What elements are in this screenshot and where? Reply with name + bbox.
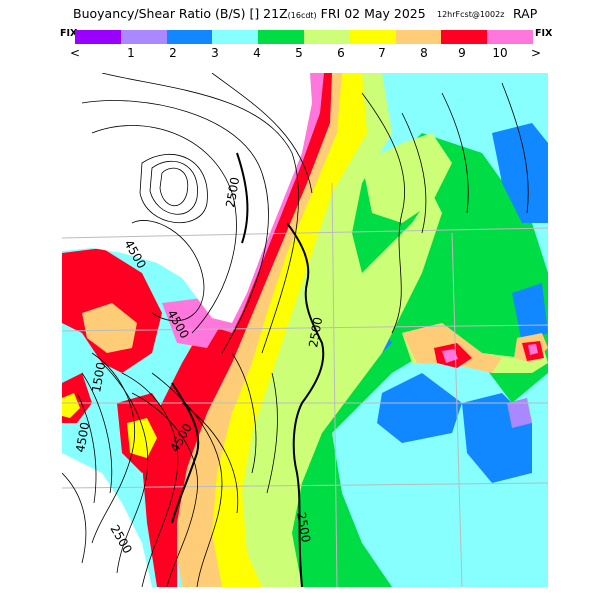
tick-label: 2 [169,46,177,60]
fill-orange [82,303,137,353]
contour-2500 [171,152,325,587]
color-swatch-1 [75,30,121,44]
color-scale-bar [75,30,533,44]
color-swatch-9 [441,30,488,44]
contour-label: 2500 [223,176,242,209]
fill-purple [507,398,532,428]
tick-label: 1 [127,46,135,60]
fill-pink [528,344,538,355]
tick-label: 5 [295,46,303,60]
state-borders [62,182,548,587]
fix-right-label: FIX [535,28,553,39]
color-swatch-6 [303,30,350,44]
ratio-map: 2500 4500 2500 4500 2500 4500 1500 4500 … [62,73,548,587]
tick-label: 8 [420,46,428,60]
contour-label: 4500 [73,421,92,454]
chart-title: Buoyancy/Shear Ratio (B/S) [] 21Z(16cdt)… [0,6,611,24]
model-name: RAP [513,6,538,21]
title-main: Buoyancy/Shear Ratio (B/S) [] 21Z(16cdt)… [73,6,426,21]
color-swatch-2 [120,30,167,44]
color-scale-ticks: < > 1 2 3 4 5 6 7 8 9 10 [60,46,550,62]
fix-left-label: FIX [60,28,78,39]
color-swatch-10 [487,30,533,44]
fill-lightgreen [222,73,442,587]
fill-blue [512,283,548,343]
fill-blue [377,373,462,443]
color-swatch-3 [166,30,213,44]
fill-yellow [192,73,367,587]
contour-lines [62,73,529,587]
tick-label: 7 [378,46,386,60]
tick-label: 6 [337,46,345,60]
tick-label: 3 [211,46,219,60]
color-swatch-4 [212,30,259,44]
fill-none-region [62,73,312,323]
fill-none-region [62,453,152,587]
contour-label: 2500 [294,511,313,544]
fill-yellow [62,393,80,418]
color-swatch-7 [349,30,396,44]
fill-lightgreen [362,133,452,223]
arrow-left-label: < [69,46,81,60]
fill-pink [442,349,458,363]
fill-blue [492,123,548,223]
tick-label: 9 [458,46,466,60]
arrow-right-label: > [530,46,542,60]
color-swatch-8 [395,30,442,44]
color-swatch-5 [258,30,304,44]
contour-label: 1500 [89,361,108,394]
tick-label: 10 [492,46,508,60]
tick-label: 4 [253,46,261,60]
contour-label: 2500 [306,316,325,349]
forecast-info: 12hrFcst@1002z [437,10,505,19]
